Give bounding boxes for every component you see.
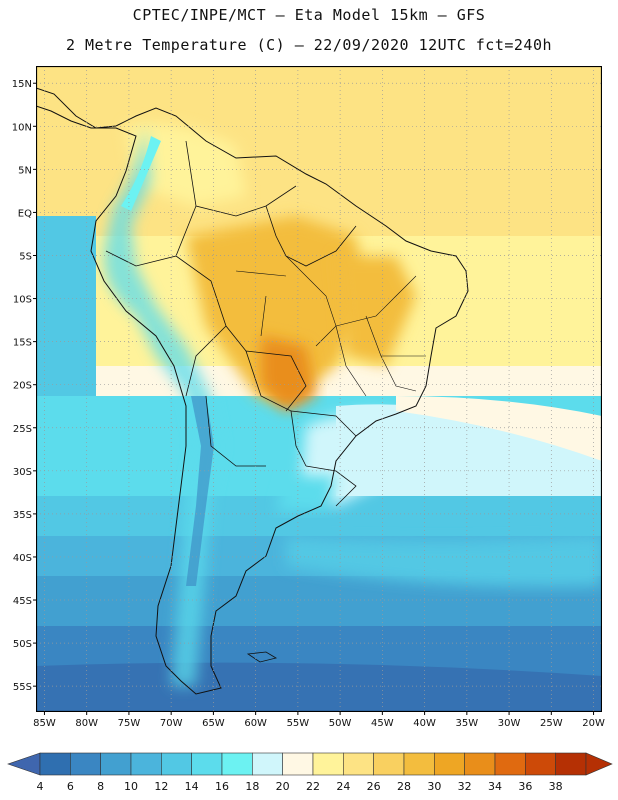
colorbar-low-arrow xyxy=(7,752,41,776)
title-line-1: CPTEC/INPE/MCT – Eta Model 15km – GFS xyxy=(132,6,486,24)
lat-tick-label: 15N xyxy=(12,79,32,90)
colorbar-label: 26 xyxy=(367,780,381,793)
lat-tick-label: 25S xyxy=(13,424,32,435)
lon-tick-label: 65W xyxy=(202,718,225,729)
latitude-labels: 15N 10N 5N EQ 5S 10S 15S 20S 25S 30S 35S 40S 45S 50S 5… xyxy=(12,79,36,693)
colorbar: 4 6 8 10 12 14 16 18 20 22 24 26 28 30 32 34 36 38 xyxy=(7,752,613,793)
colorbar-box xyxy=(191,752,223,776)
falkland-islands xyxy=(246,651,278,663)
colorbar-box xyxy=(373,752,405,776)
title-line-2: 2 Metre Temperature (C) – 22/09/2020 12U… xyxy=(65,36,553,54)
map-panel xyxy=(35,65,603,713)
colorbar-label: 38 xyxy=(549,780,563,793)
colorbar-label: 28 xyxy=(397,780,411,793)
lat-tick-label: 30S xyxy=(13,467,32,478)
lon-tick-label: 30W xyxy=(498,718,521,729)
lat-tick-label: 35S xyxy=(13,510,32,521)
colorbar-box xyxy=(39,752,71,776)
lon-tick-label: 80W xyxy=(75,718,98,729)
colorbar-box xyxy=(434,752,465,776)
lon-tick-label: 45W xyxy=(371,718,394,729)
lat-tick-label: 45S xyxy=(13,596,32,607)
colorbar-high-arrow xyxy=(585,752,613,776)
colorbar-label: 34 xyxy=(488,780,502,793)
colorbar-label: 4 xyxy=(37,780,44,793)
colorbar-box xyxy=(221,752,253,776)
lat-tick-label: 50S xyxy=(13,639,32,650)
colorbar-label: 16 xyxy=(215,780,229,793)
temperature-field xyxy=(36,66,602,712)
colorbar-box xyxy=(161,752,192,776)
colorbar-label: 8 xyxy=(97,780,104,793)
colorbar-box xyxy=(494,752,526,776)
colorbar-box xyxy=(100,752,132,776)
colorbar-label: 32 xyxy=(458,780,472,793)
colorbar-label: 10 xyxy=(124,780,138,793)
lat-tick-label: 10N xyxy=(12,122,32,133)
colorbar-label: 36 xyxy=(518,780,532,793)
colorbar-label: 24 xyxy=(336,780,350,793)
temperature-map xyxy=(35,65,603,713)
colorbar-label: 18 xyxy=(245,780,259,793)
colorbar-labels: 4 6 8 10 12 14 16 18 20 22 24 26 28 30 32 34 36 38 xyxy=(37,780,563,793)
lon-tick-label: 70W xyxy=(160,718,183,729)
colorbar-box xyxy=(343,752,374,776)
colorbar-label: 14 xyxy=(185,780,199,793)
colorbar-box xyxy=(252,752,283,776)
colorbar-box xyxy=(403,752,435,776)
lon-tick-label: 25W xyxy=(540,718,563,729)
colorbar-label: 20 xyxy=(276,780,290,793)
colorbar-label: 12 xyxy=(154,780,168,793)
lon-tick-label: 55W xyxy=(287,718,310,729)
colorbar-boxes xyxy=(7,752,613,776)
lat-tick-label: EQ xyxy=(18,208,32,219)
lat-tick-label: 40S xyxy=(13,553,32,564)
lat-tick-label: 20S xyxy=(13,381,32,392)
lat-tick-label: 10S xyxy=(13,295,32,306)
colorbar-box xyxy=(464,752,496,776)
lon-tick-label: 75W xyxy=(118,718,141,729)
lat-tick-label: 55S xyxy=(13,682,32,693)
colorbar-box xyxy=(282,752,314,776)
map-frame xyxy=(35,65,603,713)
lat-tick-label: 5S xyxy=(19,251,32,262)
colorbar-label: 6 xyxy=(67,780,74,793)
colorbar-box xyxy=(70,752,101,776)
colorbar-label: 30 xyxy=(427,780,441,793)
lon-tick-label: 35W xyxy=(456,718,479,729)
colorbar-label: 22 xyxy=(306,780,320,793)
lon-tick-label: 50W xyxy=(329,718,352,729)
lon-tick-label: 20W xyxy=(582,718,605,729)
state-borders xyxy=(235,255,426,397)
coastline xyxy=(35,87,469,695)
country-borders xyxy=(105,140,357,507)
lat-tick-label: 5N xyxy=(18,165,32,176)
colorbar-box xyxy=(312,752,344,776)
colorbar-box xyxy=(525,752,556,776)
longitude-labels: 85W 80W 75W 70W 65W 60W 55W 50W 45W 40W 35W 30W 25W 2… xyxy=(33,712,605,729)
lon-tick-label: 60W xyxy=(244,718,267,729)
lon-tick-label: 85W xyxy=(33,718,56,729)
colorbar-box xyxy=(555,752,587,776)
lon-tick-label: 40W xyxy=(413,718,436,729)
lat-tick-label: 15S xyxy=(13,338,32,349)
colorbar-box xyxy=(130,752,162,776)
